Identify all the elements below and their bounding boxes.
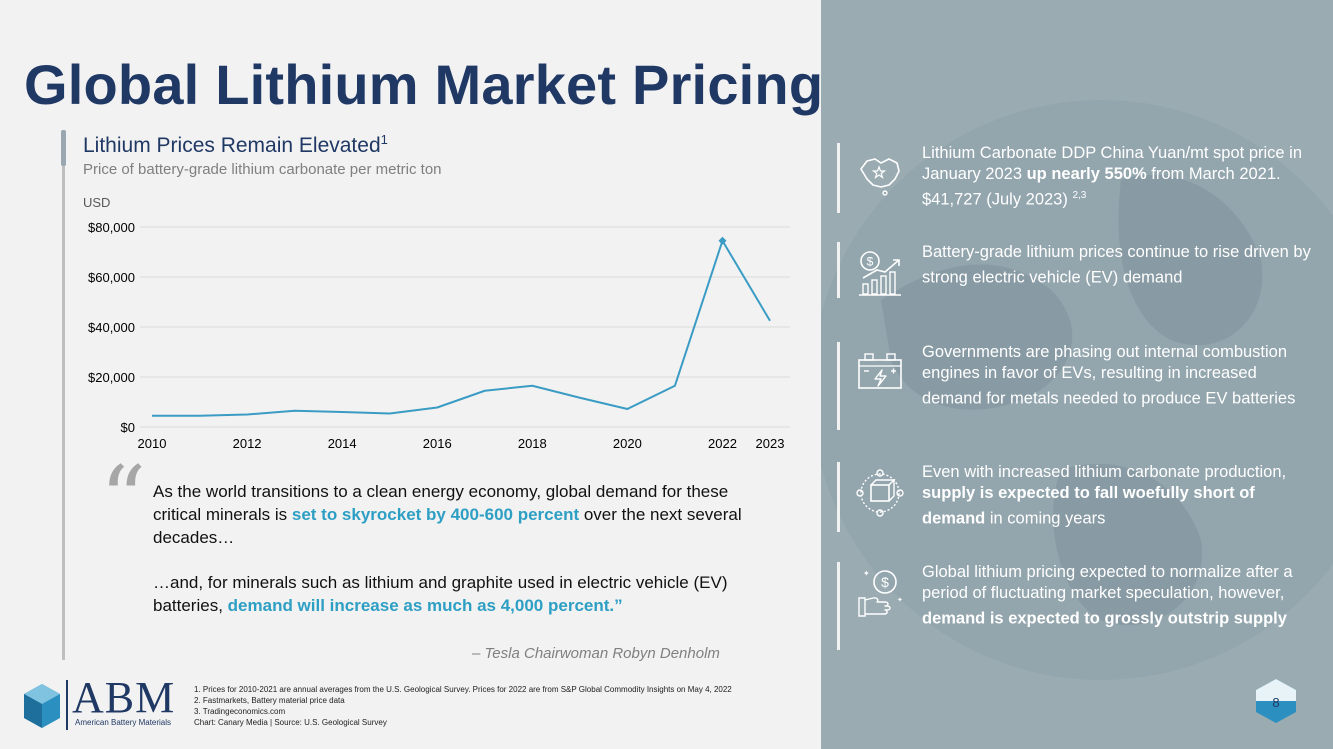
rising-price-icon: $ [859, 251, 901, 296]
quote-attribution: – Tesla Chairwoman Robyn Denholm [472, 645, 720, 662]
x-tick-label: 2014 [328, 436, 357, 451]
accent-divider-marker [61, 130, 66, 166]
company-logo: ABM [72, 673, 176, 722]
page-number-hexagon-icon [1256, 679, 1296, 723]
y-axis-ticks: $0 $20,000 $40,000 $60,000 $80,000 [88, 220, 135, 435]
chart-gridlines [140, 226, 790, 428]
china-map-icon [860, 158, 900, 196]
supply-network-icon [856, 469, 904, 517]
footnote: Chart: Canary Media | Source: U.S. Geolo… [194, 718, 387, 727]
x-tick-label: 2022 [708, 436, 737, 451]
quote-icon: “ [100, 447, 147, 552]
y-tick-label: $20,000 [88, 370, 135, 385]
money-hand-icon: $ ✦ ✦ [858, 569, 903, 617]
x-tick-label: 2010 [138, 436, 167, 451]
bullet-bar [837, 242, 840, 298]
x-tick-label: 2020 [613, 436, 642, 451]
key-point-text: Governments are phasing out internal com… [922, 343, 1296, 408]
y-tick-label: $0 [121, 420, 135, 435]
svg-text:$: $ [881, 574, 889, 590]
footnote: 1. Prices for 2010-2021 are annual avera… [194, 685, 732, 694]
footnote: 3. Tradingeconomics.com [194, 707, 286, 716]
key-point-1: Lithium Carbonate DDP China Yuan/mt spot… [837, 143, 1317, 215]
key-point-text: Battery-grade lithium prices continue to… [922, 243, 1311, 287]
bullet-bar [837, 462, 840, 532]
company-name: American Battery Materials [75, 718, 172, 727]
y-tick-label: $60,000 [88, 270, 135, 285]
logo-divider [66, 680, 68, 730]
key-point-3: Governments are phasing out internal com… [837, 342, 1317, 432]
key-point-text: Lithium Carbonate DDP China Yuan/mt spot… [922, 144, 1303, 209]
svg-text:$: $ [867, 255, 874, 269]
key-point-5: $ ✦ ✦ Global lithium pricing expected to… [837, 562, 1317, 652]
x-axis-ticks: 2010 2012 2014 2016 2018 2020 2022 2023 [138, 436, 785, 451]
key-point-4: Even with increased lithium carbonate pr… [837, 462, 1317, 534]
globe-background [821, 100, 1333, 680]
x-tick-label: 2023 [756, 436, 785, 451]
slide-title: Global Lithium Market Pricing [24, 53, 824, 116]
price-series-line [152, 239, 771, 417]
x-tick-label: 2018 [518, 436, 547, 451]
quote-paragraph-2: …and, for minerals such as lithium and g… [153, 573, 728, 615]
footnotes: 1. Prices for 2010-2021 are annual avera… [194, 684, 794, 728]
logo-hexagon-icon [24, 684, 60, 728]
y-tick-label: $80,000 [88, 220, 135, 235]
x-tick-label: 2012 [233, 436, 262, 451]
x-tick-label: 2016 [423, 436, 452, 451]
lithium-price-chart: $0$20,000$40,000$60,000$80,000 2010 2012 2… [88, 220, 790, 451]
data-point-marker [718, 236, 727, 245]
battery-icon [858, 353, 902, 389]
chart-series [152, 236, 771, 417]
key-point-text: Even with increased lithium carbonate pr… [922, 463, 1287, 528]
svg-text:✦: ✦ [897, 596, 903, 604]
key-points-panel: Lithium Carbonate DDP China Yuan/mt spot… [821, 0, 1333, 749]
key-point-2: $ Battery-grade lithium prices continue … [837, 242, 1317, 300]
y-tick-label: $40,000 [88, 320, 135, 335]
quote-paragraph-1: As the world transitions to a clean ener… [153, 482, 742, 547]
key-point-text: Global lithium pricing expected to norma… [922, 563, 1293, 628]
bullet-bar [837, 342, 840, 430]
accent-divider [62, 130, 65, 660]
bullet-bar [837, 562, 840, 650]
svg-text:✦: ✦ [863, 569, 870, 578]
page-number: 8 [1272, 695, 1280, 710]
footnote: 2. Fastmarkets, Battery material price d… [194, 696, 345, 705]
chart-unit-label: USD [83, 195, 111, 210]
bullet-bar [837, 143, 840, 213]
chart-title: Lithium Prices Remain Elevated1 [83, 132, 388, 157]
chart-subtitle: Price of battery-grade lithium carbonate… [83, 161, 442, 178]
